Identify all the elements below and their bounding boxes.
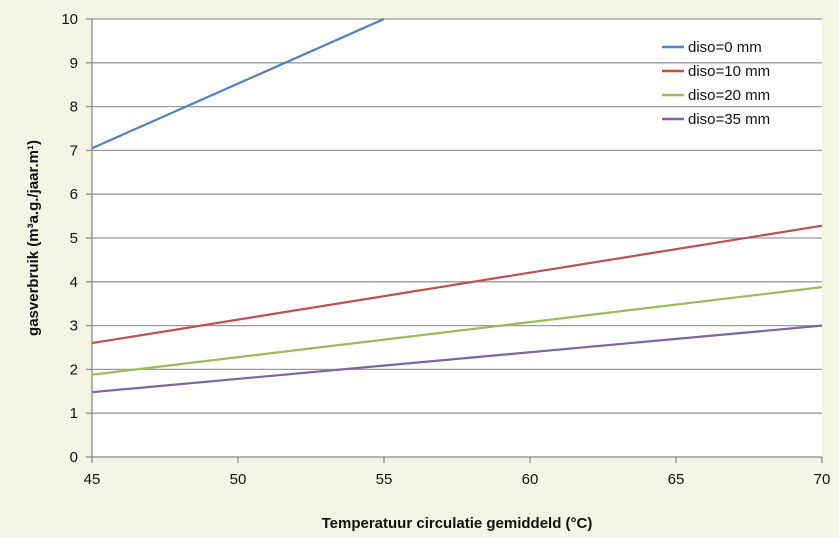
- x-axis-title: Temperatuur circulatie gemiddeld (°C): [322, 515, 593, 532]
- legend-label: diso=10 mm: [688, 63, 770, 80]
- x-tick-label: 50: [230, 471, 247, 488]
- series-line: [91, 324, 823, 394]
- y-tick-label: 7: [70, 142, 78, 159]
- y-tick-labels: 0 1 2 3 4 5 6 7 8 9 10: [61, 11, 78, 466]
- y-tick-label: 6: [70, 186, 78, 203]
- axes: [86, 18, 823, 463]
- legend-label: diso=20 mm: [688, 87, 770, 104]
- gridlines: [92, 18, 822, 414]
- legend-label: diso=0 mm: [688, 39, 762, 56]
- y-tick-label: 3: [70, 318, 78, 335]
- series-line: [91, 286, 823, 376]
- series-line: [91, 224, 823, 345]
- y-tick-label: 4: [70, 274, 78, 291]
- x-tick-label: 55: [376, 471, 393, 488]
- legend: diso=0 mm diso=10 mm diso=20 mm diso=35 mm: [662, 39, 770, 128]
- x-tick-label: 65: [668, 471, 685, 488]
- y-tick-label: 1: [70, 405, 78, 422]
- x-tick-labels: 45 50 55 60 65 70: [84, 471, 831, 488]
- y-tick-label: 5: [70, 230, 78, 247]
- x-tick-label: 60: [522, 471, 539, 488]
- y-axis-title: gasverbruik (m³a.g./jaar.m¹): [25, 140, 42, 336]
- x-tick-label: 45: [84, 471, 101, 488]
- y-tick-label: 2: [70, 361, 78, 378]
- y-tick-label: 0: [70, 449, 78, 466]
- series-line: [91, 17, 385, 150]
- series-lines: [91, 17, 823, 394]
- legend-label: diso=35 mm: [688, 111, 770, 128]
- y-tick-label: 8: [70, 99, 78, 116]
- x-tick-label: 70: [814, 471, 831, 488]
- y-tick-label: 9: [70, 55, 78, 72]
- y-tick-label: 10: [61, 11, 78, 28]
